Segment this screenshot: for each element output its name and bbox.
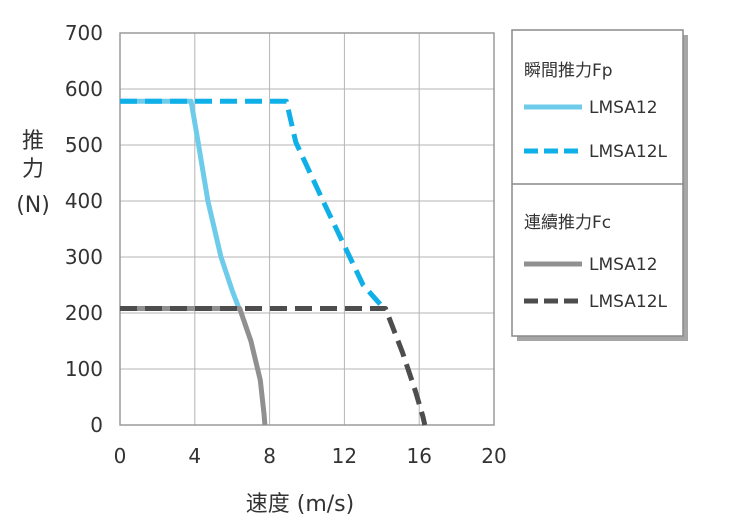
x-tick-label: 4 [188, 444, 201, 468]
x-tick-label: 16 [406, 444, 431, 468]
x-axis-title: 速度 (m/s) [246, 492, 354, 517]
plot-frame [119, 32, 495, 426]
legend-group-title-fc: 連續推力Fc [524, 213, 611, 233]
plot-background [120, 33, 494, 425]
y-axis-title-line-2: 力 [22, 157, 44, 182]
y-axis-title-line-1: 推 [22, 129, 44, 154]
legend-group-title-fp: 瞬間推力Fp [524, 61, 613, 81]
x-tick-label: 8 [263, 444, 276, 468]
series-line-fc-lmsa12l [120, 306, 428, 426]
plot-area [119, 32, 495, 426]
y-tick-label: 600 [65, 77, 103, 101]
legend-label-fc-lmsa12: LMSA12 [589, 255, 658, 275]
y-axis-title: 推 力 (N) [16, 129, 50, 218]
y-tick-labels: 0 100 200 300 400 500 600 700 [65, 21, 103, 437]
x-tick-label: 0 [114, 444, 127, 468]
legend-label-fp-lmsa12l: LMSA12L [589, 142, 668, 162]
y-tick-label: 700 [65, 21, 103, 45]
x-tick-labels: 0 4 8 12 16 20 [114, 444, 507, 468]
series-line-fp-lmsa12l [120, 98, 388, 312]
y-tick-label: 300 [65, 245, 103, 269]
series-layer [120, 98, 428, 426]
series-line-fp-lmsa12 [120, 98, 243, 312]
x-tick-label: 20 [481, 444, 506, 468]
y-tick-label: 100 [65, 357, 103, 381]
x-tick-label: 12 [332, 444, 357, 468]
y-tick-label: 200 [65, 301, 103, 325]
y-tick-label: 500 [65, 133, 103, 157]
legend: 瞬間推力Fp LMSA12 LMSA12L 連續推力Fc LMSA12 LMSA… [511, 29, 688, 341]
y-tick-label: 400 [65, 189, 103, 213]
legend-label-fc-lmsa12l: LMSA12L [589, 292, 668, 312]
y-axis-title-line-3: (N) [16, 193, 50, 218]
legend-box [511, 29, 684, 337]
series-line-fc-lmsa12 [120, 306, 268, 426]
legend-label-fp-lmsa12: LMSA12 [589, 98, 658, 118]
y-tick-label: 0 [90, 413, 103, 437]
